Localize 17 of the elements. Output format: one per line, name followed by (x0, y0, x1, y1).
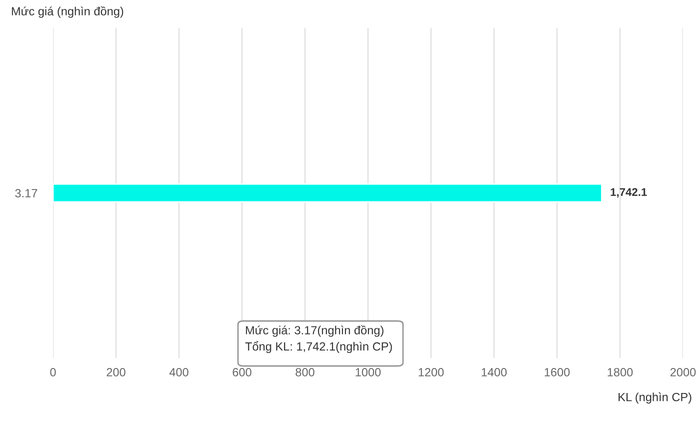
x-tick-label: 1600 (544, 368, 570, 376)
data-label: 1,742.1 (610, 188, 647, 198)
x-tick-label: 1200 (418, 368, 444, 376)
x-tick-label: 200 (106, 368, 126, 376)
annotation: Tổng KL: 1,742.1(nghìn CP) (245, 341, 392, 353)
x-tick-label: 600 (232, 368, 252, 376)
x-tick-label: 800 (296, 368, 314, 376)
x-tick-label: 1400 (482, 368, 507, 376)
x-tick-label: 1800 (608, 368, 633, 376)
x-tick-label: 1000 (356, 368, 381, 376)
x-tick-label: 0 (50, 368, 56, 376)
x-tick-label: 400 (169, 368, 188, 376)
x-axis-title: KL (nghìn CP) (618, 392, 692, 404)
y-axis-title: Mức giá (nghìn đồng) (12, 6, 124, 18)
annotation: Mức giá: 3.17(nghìn đồng) (246, 325, 384, 337)
x-tick-label: 2000 (670, 368, 696, 376)
y-tick-label: 3.17 (15, 189, 38, 198)
